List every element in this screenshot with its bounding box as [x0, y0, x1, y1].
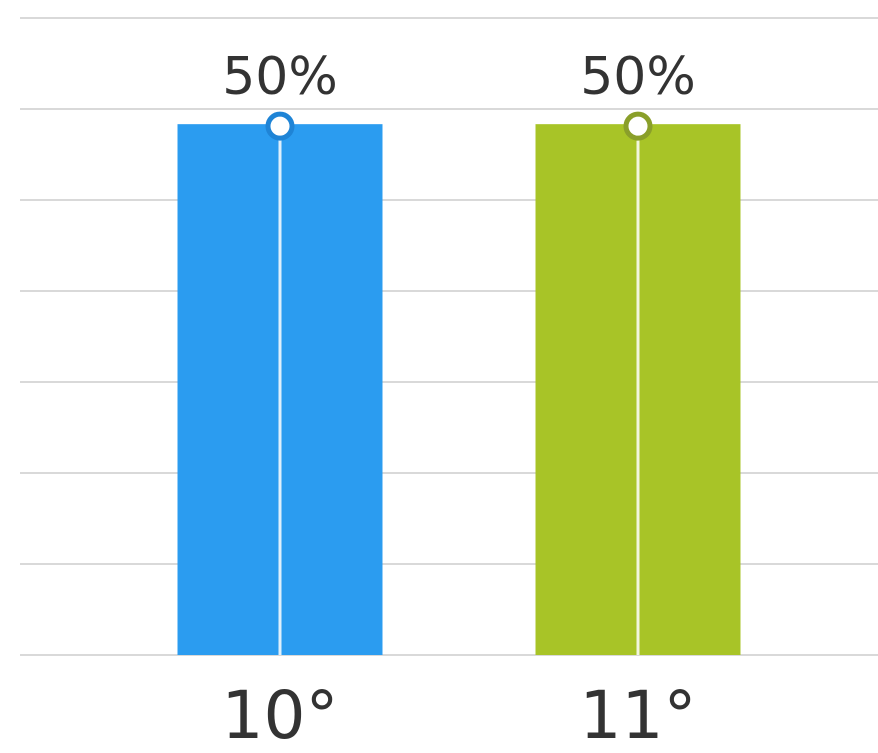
- value-label-0: 50%: [222, 47, 338, 107]
- x-tick-labels: 10° 11°: [222, 677, 697, 753]
- data-point-marker-0: [265, 111, 295, 141]
- gridlines: [20, 17, 878, 656]
- value-labels: 50% 50%: [222, 47, 696, 107]
- x-tick-label-1: 11°: [580, 677, 697, 753]
- bars: [177, 124, 741, 655]
- value-label-1: 50%: [580, 47, 696, 107]
- markers: [265, 111, 653, 141]
- x-tick-label-0: 10°: [222, 677, 339, 753]
- data-point-marker-1: [623, 111, 653, 141]
